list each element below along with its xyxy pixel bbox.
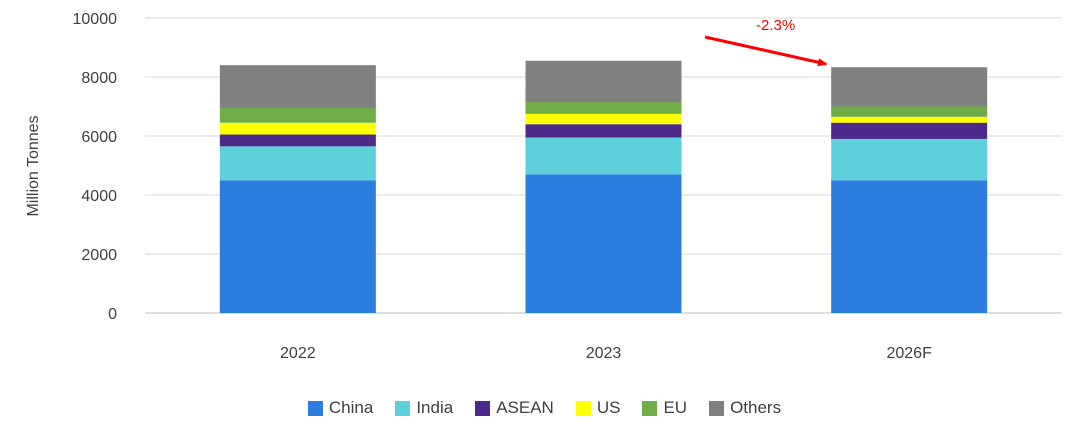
y-tick-label: 8000	[81, 70, 117, 87]
y-tick-label: 10000	[73, 11, 118, 28]
legend-label: China	[328, 398, 374, 417]
legend-label: EU	[663, 398, 688, 417]
bars	[219, 60, 988, 313]
bar-segment-india-2026f	[831, 138, 988, 181]
bar-segment-asean-2023	[525, 124, 682, 138]
bar-segment-others-2022	[219, 65, 376, 108]
legend-swatch	[642, 400, 658, 416]
bar-segment-asean-2026f	[831, 122, 988, 139]
y-tick-label: 0	[108, 306, 117, 323]
legend-label: ASEAN	[496, 398, 554, 417]
legend-swatch	[709, 400, 725, 416]
y-axis-label: Million Tonnes	[25, 115, 42, 216]
bar-segment-china-2026f	[831, 180, 988, 313]
bar-segment-eu-2026f	[831, 106, 988, 117]
legend-item-eu: EU	[642, 398, 687, 418]
y-tick-label: 2000	[81, 247, 117, 264]
legend-item-asean: ASEAN	[475, 398, 554, 418]
legend-item-china: China	[307, 398, 374, 418]
x-tick-label: 2022	[280, 345, 316, 362]
bar-segment-eu-2023	[525, 102, 682, 114]
bar-segment-us-2026f	[831, 116, 988, 123]
chart: 0 2000 4000 6000 8000 10000 Million Tonnes 20…	[25, 11, 1062, 362]
legend: China India ASEAN US EU Others	[0, 398, 1089, 418]
annotation-arrow	[704, 35, 828, 67]
bar-segment-china-2023	[525, 174, 682, 313]
annotation-label: -2.3%	[756, 17, 795, 34]
legend-swatch	[575, 400, 591, 416]
bar-segment-others-2026f	[831, 67, 988, 107]
x-tick-label: 2023	[586, 345, 622, 362]
legend-label: US	[596, 398, 621, 417]
bar-segment-china-2022	[219, 180, 376, 313]
y-axis-ticks: 0 2000 4000 6000 8000 10000	[73, 11, 118, 323]
legend-swatch	[307, 400, 323, 416]
bar-segment-india-2022	[219, 146, 376, 181]
bar-segment-eu-2022	[219, 107, 376, 123]
bar-segment-asean-2022	[219, 134, 376, 147]
x-axis-ticks: 2022 2023 2026F	[280, 345, 932, 362]
legend-item-us: US	[575, 398, 621, 418]
legend-item-india: India	[395, 398, 453, 418]
legend-swatch	[395, 400, 411, 416]
bar-segment-others-2023	[525, 60, 682, 103]
x-tick-label: 2026F	[886, 345, 932, 362]
legend-label: India	[416, 398, 454, 417]
bar-segment-india-2023	[525, 137, 682, 175]
bar-segment-us-2023	[525, 113, 682, 125]
legend-label: Others	[730, 398, 782, 417]
legend-item-others: Others	[709, 398, 781, 418]
legend-swatch	[475, 400, 491, 416]
y-tick-label: 4000	[81, 188, 117, 205]
bar-segment-us-2022	[219, 122, 376, 135]
y-tick-label: 6000	[81, 129, 117, 146]
